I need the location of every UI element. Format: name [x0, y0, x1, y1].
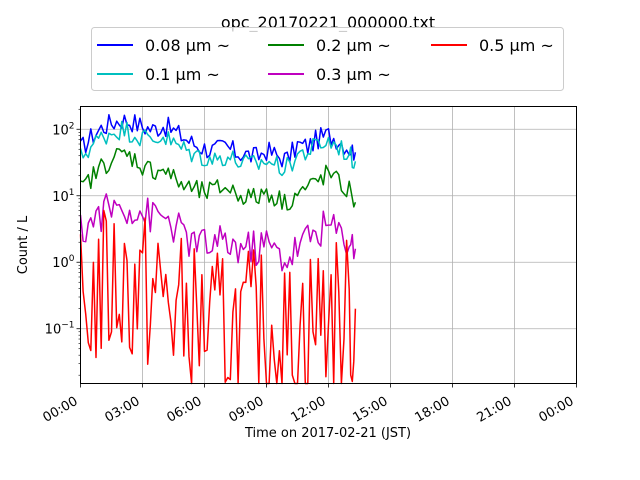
- y-axis: 102 101 100 10−1: [45, 108, 81, 376]
- x-tick-label: 18:00: [413, 394, 453, 426]
- grid: [80, 106, 577, 384]
- series-line-0-2-m-: [80, 147, 357, 211]
- x-tick-label: 15:00: [351, 394, 391, 426]
- y-tick-label: 101: [52, 188, 74, 205]
- y-tick-label: 102: [52, 121, 74, 138]
- x-tick-label: 09:00: [227, 394, 267, 426]
- x-tick-label: 12:00: [289, 394, 329, 426]
- legend-label: 0.1 μm ~: [145, 65, 220, 84]
- legend: 0.08 μm ~ 0.1 μm ~ 0.2 μm ~ 0.3 μm ~ 0.5 μm …: [91, 27, 564, 91]
- series-line-0-3-m-: [79, 193, 357, 272]
- legend-box: [91, 27, 564, 91]
- x-axis: 00:00 03:00 06:00 09:00 12:00 15:00 18:00 21:00…: [41, 383, 577, 426]
- series-line-0-5-m-: [79, 209, 357, 385]
- legend-label: 0.08 μm ~: [145, 36, 230, 55]
- x-tick-label: 00:00: [41, 394, 81, 426]
- legend-label: 0.3 μm ~: [316, 65, 391, 84]
- legend-label: 0.2 μm ~: [316, 36, 391, 55]
- series-line-0-1-m-: [79, 120, 357, 177]
- y-axis-label: Count / L: [16, 215, 31, 274]
- x-tick-label: 03:00: [103, 394, 143, 426]
- x-axis-label: Time on 2017-02-21 (JST): [244, 426, 411, 441]
- x-tick-label: 06:00: [165, 394, 205, 426]
- x-tick-label: 21:00: [475, 394, 515, 426]
- x-tick-label: 00:00: [537, 394, 577, 426]
- y-tick-label: 100: [52, 254, 75, 271]
- legend-label: 0.5 μm ~: [479, 36, 554, 55]
- y-tick-label: 10−1: [45, 321, 75, 338]
- series-lines: [79, 114, 357, 385]
